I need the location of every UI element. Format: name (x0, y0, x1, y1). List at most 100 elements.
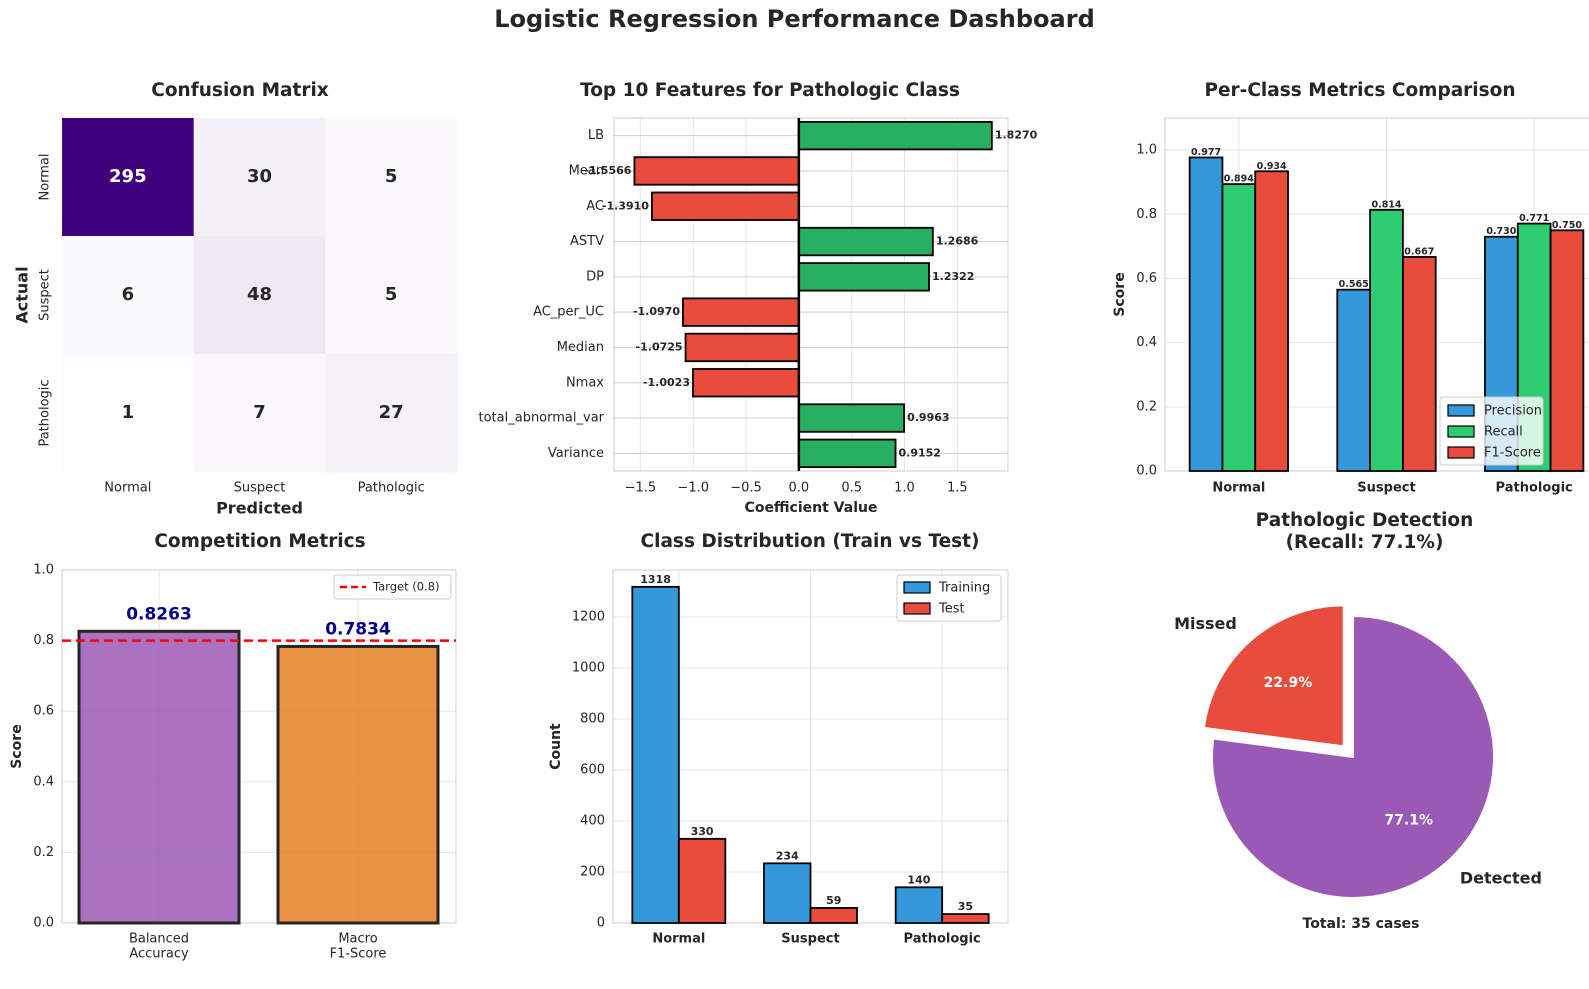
feat-bar-nmax (692, 368, 800, 398)
dist-bar-test-normal (677, 837, 727, 924)
feat-xtick: −1.0 (677, 481, 709, 496)
feat-bar-variance (797, 438, 897, 469)
dist-bar-test-pathologic (941, 913, 990, 924)
pathologic-pie-panel: Pathologic Detection (Recall: 77.1%) 77.… (1140, 500, 1589, 985)
pc-xtick-normal: Normal (1212, 481, 1265, 496)
feat-ytick-ac-per-uc: AC_per_UC (533, 305, 604, 320)
feat-bar-total-abnormal-var (797, 403, 905, 433)
confusion-matrix-chart: 295 30 5 6 48 5 1 7 27 Normal Suspect Pathologic Nor… (13, 118, 458, 518)
confusion-matrix-title: Confusion Matrix (151, 80, 329, 101)
cm-value-1-0: 6 (122, 284, 135, 305)
dist-xtick-pathologic: Pathologic (904, 932, 981, 947)
comp-bar-0 (77, 629, 241, 925)
pie-pct-detected: 77.1% (1384, 813, 1433, 829)
feat-value-lb: 1.8270 (995, 129, 1038, 142)
distribution-title: Class Distribution (Train vs Test) (640, 531, 980, 552)
pie-label-missed: Missed (1174, 614, 1237, 633)
pc-bar-recall-normal (1221, 183, 1257, 472)
feat-value-mean: -1.5566 (584, 164, 631, 177)
comp-xtick-1-1: F1-Score (330, 947, 387, 962)
dist-value-test-suspect: 59 (826, 894, 841, 907)
pc-value-recall-pathologic: 0.771 (1519, 213, 1549, 224)
comp-ytick: 0.8 (33, 633, 54, 648)
cm-ytick-pathologic: Pathologic (38, 379, 53, 446)
pc-legend-label-precision: Precision (1484, 404, 1542, 419)
dist-value-training-pathologic: 140 (907, 873, 930, 886)
per-class-title: Per-Class Metrics Comparison (1204, 80, 1516, 101)
pc-legend-swatch-recall (1447, 425, 1475, 438)
dist-legend-label-test: Test (938, 602, 965, 617)
cm-cell-0-1 (193, 118, 326, 237)
dist-ytick: 200 (580, 864, 605, 879)
cm-value-1-2: 5 (385, 284, 398, 305)
pie-footer: Total: 35 cases (1303, 916, 1420, 932)
cm-cell-0-2 (325, 118, 458, 237)
pc-value-precision-suspect: 0.565 (1339, 279, 1369, 290)
pc-bar-f1-score-pathologic (1549, 229, 1585, 472)
pc-bar-f1-score-suspect (1401, 256, 1437, 472)
cm-cell-2-0 (62, 354, 195, 473)
feat-xtick: 1.5 (947, 481, 968, 496)
plot-frame (613, 117, 1009, 472)
cm-xlabel: Predicted (216, 499, 303, 518)
cm-xtick-normal: Normal (104, 481, 151, 496)
pc-value-recall-normal: 0.894 (1224, 174, 1254, 185)
dist-xtick-suspect: Suspect (781, 932, 839, 947)
pie-pct-missed: 22.9% (1264, 675, 1313, 691)
features-panel: Top 10 Features for Pathologic Class −1.… (479, 0, 1040, 525)
cm-value-0-2: 5 (385, 166, 398, 187)
dist-bar-training-normal (631, 585, 680, 924)
pc-bar-recall-suspect (1369, 208, 1404, 472)
competition-chart: 0.0 0.2 0.4 0.6 0.8 1.0 0.8263 BalancedAccuracy… (9, 563, 457, 962)
dist-value-training-normal: 1318 (640, 573, 671, 586)
comp-ytick: 0.0 (33, 916, 54, 931)
dist-value-test-normal: 330 (691, 825, 714, 838)
pie-slice-missed (1202, 604, 1345, 748)
features-title: Top 10 Features for Pathologic Class (580, 80, 960, 101)
comp-value-1: 0.7834 (325, 619, 391, 639)
pie-title-line-1: Pathologic Detection (1255, 510, 1474, 531)
comp-ytick: 1.0 (33, 563, 54, 578)
pc-bar-precision-suspect (1336, 288, 1372, 472)
pc-ytick: 1.0 (1136, 143, 1157, 158)
cm-value-0-1: 30 (247, 166, 272, 187)
feat-value-dp: 1.2322 (932, 270, 974, 283)
pc-value-f1-score-normal: 0.934 (1257, 161, 1287, 172)
feat-ytick-total-abnormal-var: total_abnormal_var (479, 411, 605, 426)
pathologic-pie-chart: 77.1% Detected 22.9% Missed Total: 35 cases (1174, 604, 1542, 932)
dist-ytick: 400 (580, 813, 605, 828)
cm-ylabel: Actual (13, 266, 32, 323)
pc-xtick-pathologic: Pathologic (1496, 481, 1573, 496)
feat-value-nmax: -1.0023 (643, 376, 690, 389)
dist-xtick-normal: Normal (652, 932, 705, 947)
distribution-chart: 0 200 400 600 800 1000 1200 1318 330 Normal 234 59 S… (548, 569, 1009, 947)
feat-value-total-abnormal-var: 0.9963 (907, 411, 949, 424)
pc-ytick: 0.8 (1136, 207, 1157, 222)
cm-value-0-0: 295 (109, 166, 147, 187)
pc-value-f1-score-suspect: 0.667 (1404, 246, 1434, 257)
competition-panel: Competition Metrics 0.0 0.2 0.4 0.6 0.8 1.0 0.… (0, 525, 480, 985)
cm-ytick-suspect: Suspect (38, 269, 53, 321)
feat-value-variance: 0.9152 (899, 446, 941, 459)
dist-bar-training-pathologic (894, 886, 944, 924)
pie-label-detected: Detected (1460, 868, 1542, 887)
feat-xtick: 0.0 (789, 481, 810, 496)
feat-bar-median (684, 332, 800, 363)
cm-cell-2-1 (193, 354, 326, 473)
feat-xtick: −0.5 (730, 481, 762, 496)
feat-ytick-median: Median (557, 340, 604, 355)
feat-value-median: -1.0725 (636, 340, 683, 353)
pc-legend-label-f1-score: F1-Score (1484, 446, 1541, 461)
feat-bar-ac-per-uc (682, 297, 800, 327)
feat-ytick-variance: Variance (548, 446, 604, 461)
feat-value-astv: 1.2686 (936, 235, 979, 248)
comp-legend-label: Target (0.8) (372, 580, 440, 594)
feat-bar-lb (797, 120, 993, 151)
feat-ytick-nmax: Nmax (566, 375, 604, 390)
feat-xlabel: Coefficient Value (745, 500, 878, 516)
pc-bar-f1-score-normal (1254, 170, 1289, 472)
dist-ytick: 800 (580, 711, 605, 726)
dist-value-test-pathologic: 35 (958, 900, 973, 913)
pc-xtick-suspect: Suspect (1357, 481, 1415, 496)
